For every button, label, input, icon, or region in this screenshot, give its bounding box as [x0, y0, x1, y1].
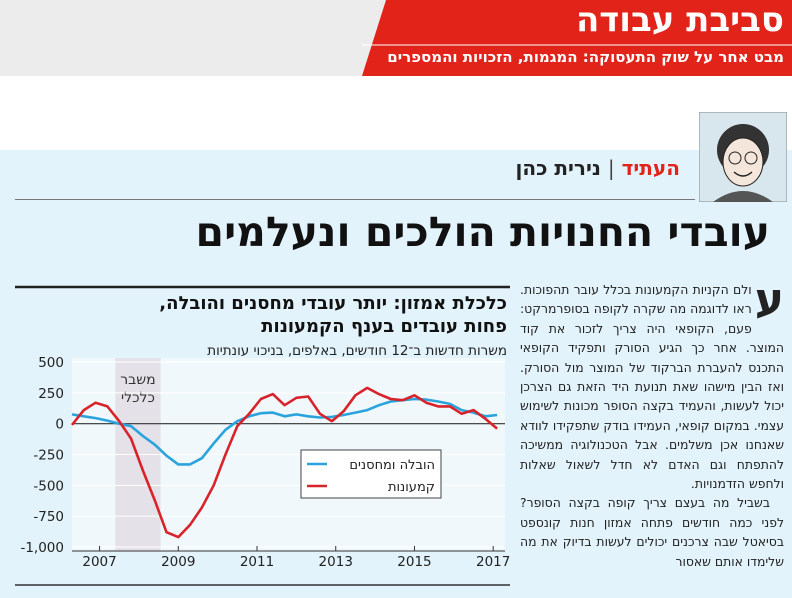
chart-title-line: פחות עובדים בענף הקמעונות: [261, 316, 507, 337]
y-tick-label: -500: [33, 478, 64, 494]
author-photo: [699, 112, 787, 202]
section-subtitle: מבט אחר על שוק התעסוקה: המגמות, הזכויות …: [387, 48, 784, 66]
y-tick-label: -250: [33, 448, 64, 464]
byline: העתיד | נירית כהן: [515, 156, 680, 180]
legend-box: [300, 449, 442, 499]
header-band: [0, 0, 792, 76]
drop-cap: ע: [754, 280, 784, 325]
y-tick-label: -1,000: [20, 540, 64, 556]
x-tick-label: 2011: [240, 554, 274, 570]
shade-label: כלכלי: [121, 390, 155, 406]
x-tick-label: 2015: [397, 554, 431, 570]
legend-label: הובלה ומחסנים: [349, 458, 435, 473]
y-tick-label: 500: [38, 355, 64, 371]
paragraph-text: ולם הקניות הקמעונות בכלל עובר תהפוכות. ר…: [520, 282, 784, 492]
chart-title-line: כלכלת אמזון: יותר עובדי מחסנים והובלה,: [159, 293, 507, 314]
x-tick-label: 2013: [319, 554, 353, 570]
article-paragraph: בשביל מה בעצם צריך קופה בקצה הסופר? לפני…: [520, 495, 784, 569]
chart-subtitle: משרות חדשות ב־12 חודשים, באלפים, בניכוי …: [207, 343, 507, 359]
chart-title: כלכלת אמזון: יותר עובדי מחסנים והובלה, פ…: [27, 292, 507, 338]
legend-label: קמעונות: [388, 480, 435, 495]
y-tick-label: -750: [33, 509, 64, 525]
article: ע ולם הקניות הקמעונות בכלל עובר תהפוכות. …: [520, 280, 784, 598]
x-tick-label: 2009: [161, 554, 195, 570]
y-tick-label: 0: [55, 417, 64, 433]
shade-label: משבר: [120, 372, 155, 388]
x-tick-label: 2007: [82, 554, 116, 570]
x-tick-label: 2017: [476, 554, 510, 570]
y-tick-label: 250: [38, 386, 64, 402]
series-line: [70, 386, 498, 539]
byline-rule: [15, 199, 695, 200]
byline-author: נירית כהן: [515, 156, 601, 180]
series-line: [71, 397, 498, 466]
byline-separator: |: [607, 156, 615, 180]
article-paragraph: ע ולם הקניות הקמעונות בכלל עובר תהפוכות. …: [520, 280, 784, 493]
byline-section: העתיד: [621, 156, 680, 180]
section-title: סביבת עבודה: [575, 0, 784, 40]
headline: עובדי החנויות הולכים ונעלמים: [195, 208, 770, 256]
